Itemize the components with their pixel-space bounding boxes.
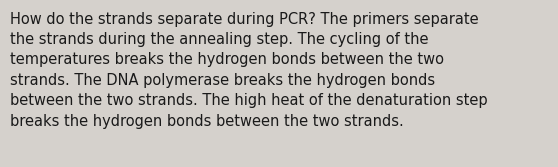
Text: How do the strands separate during PCR? The primers separate
the strands during : How do the strands separate during PCR? …: [10, 12, 488, 129]
